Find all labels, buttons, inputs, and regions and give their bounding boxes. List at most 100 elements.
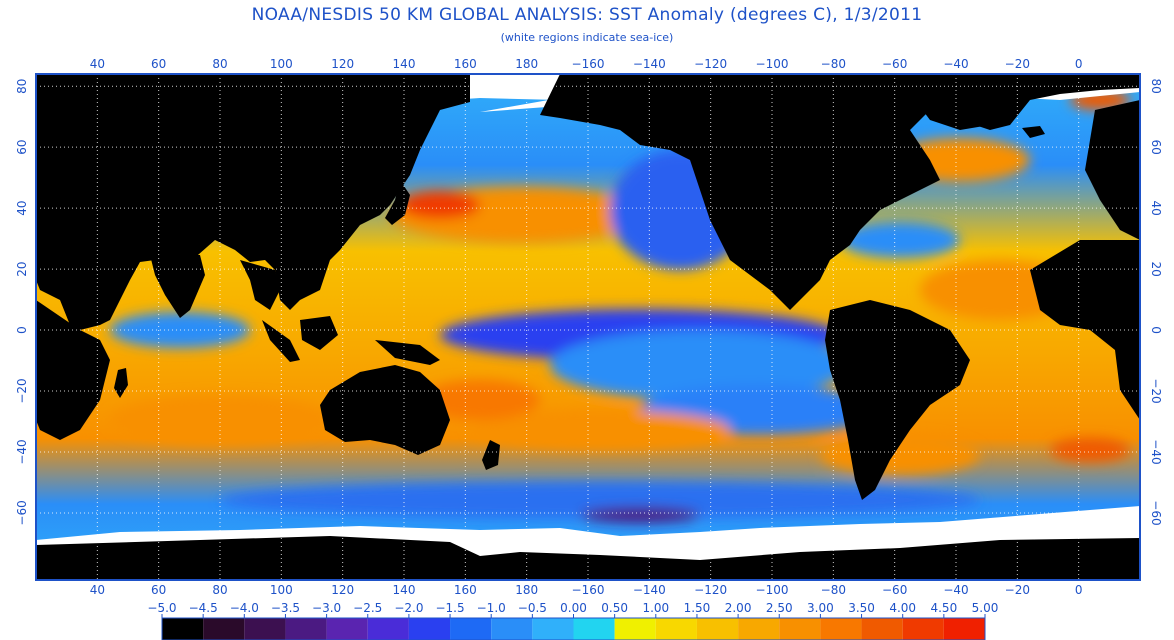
legend-color-swatch <box>820 618 862 640</box>
lon-tick-label-top: −160 <box>572 57 605 71</box>
graticule <box>36 74 1140 580</box>
new-zealand-land <box>482 440 500 470</box>
legend-label: −5.0 <box>147 601 176 615</box>
europe-land <box>1085 100 1140 240</box>
legend-color-swatch <box>203 618 245 640</box>
legend-color-swatch <box>532 618 574 640</box>
legend-color-swatch <box>655 618 697 640</box>
lon-tick-label-top: 0 <box>1075 57 1083 71</box>
lon-tick-label-top: 140 <box>393 57 416 71</box>
legend-color-swatch <box>902 618 944 640</box>
legend-label: −3.5 <box>271 601 300 615</box>
sumatra-land <box>262 320 300 362</box>
lon-tick-label-top: −20 <box>1005 57 1030 71</box>
legend-label: 2.50 <box>766 601 793 615</box>
lon-tick-label-bottom: 40 <box>90 583 105 597</box>
australia-land <box>320 365 450 455</box>
lon-tick-label-bottom: 140 <box>393 583 416 597</box>
lon-tick-label-top: 100 <box>270 57 293 71</box>
legend-label: 0.50 <box>601 601 628 615</box>
legend-color-swatch <box>244 618 286 640</box>
lat-tick-label-right: 60 <box>1149 140 1163 155</box>
lon-tick-label-bottom: 100 <box>270 583 293 597</box>
legend-label: −3.0 <box>312 601 341 615</box>
eurasia-africa-land <box>36 74 470 330</box>
lat-tick-label-right: 20 <box>1149 261 1163 276</box>
lat-tick-label-left: 80 <box>15 79 29 94</box>
legend-label: −1.5 <box>435 601 464 615</box>
lon-tick-label-bottom: −60 <box>882 583 907 597</box>
lat-tick-label-right: 40 <box>1149 200 1163 215</box>
lon-tick-label-top: 160 <box>454 57 477 71</box>
legend-color-swatch <box>738 618 780 640</box>
lon-tick-label-bottom: −80 <box>821 583 846 597</box>
lon-tick-label-top: −120 <box>694 57 727 71</box>
new-guinea-land <box>375 340 440 365</box>
legend-label: 0.00 <box>560 601 587 615</box>
legend-color-swatch <box>779 618 821 640</box>
lon-tick-label-bottom: −120 <box>694 583 727 597</box>
lon-tick-label-bottom: −140 <box>633 583 666 597</box>
south-america-land <box>825 300 970 500</box>
lon-tick-label-top: −40 <box>943 57 968 71</box>
legend-color-swatch <box>491 618 533 640</box>
legend-label: 1.50 <box>684 601 711 615</box>
madagascar-land <box>114 368 128 398</box>
lat-tick-label-left: 20 <box>15 261 29 276</box>
indochina-land <box>240 260 280 310</box>
legend-color-swatch <box>696 618 739 640</box>
lat-tick-label-left: −20 <box>15 378 29 403</box>
iceland-land <box>1022 126 1045 138</box>
legend-label: −0.5 <box>518 601 547 615</box>
map-title: NOAA/NESDIS 50 KM GLOBAL ANALYSIS: SST A… <box>251 5 923 25</box>
west-africa-land <box>1030 240 1140 420</box>
legend-label: −4.0 <box>230 601 259 615</box>
lon-tick-label-bottom: 120 <box>331 583 354 597</box>
legend-label: −4.5 <box>189 601 218 615</box>
sst-anomaly-map: 40 40 60 60 80 80 100 100 120 120 140 140 160 160 180 1… <box>15 57 1163 597</box>
legend-color-swatch <box>573 618 615 640</box>
lon-tick-label-bottom: −20 <box>1005 583 1030 597</box>
lon-tick-label-top: −100 <box>756 57 789 71</box>
legend-color-swatch <box>861 618 903 640</box>
legend-label: 1.00 <box>642 601 669 615</box>
legend-color-swatch <box>614 618 656 640</box>
legend-color-swatch <box>450 618 492 640</box>
lon-tick-label-top: 180 <box>515 57 538 71</box>
lat-tick-label-right: −20 <box>1149 378 1163 403</box>
lon-tick-label-bottom: −100 <box>756 583 789 597</box>
legend-label: 3.50 <box>848 601 875 615</box>
borneo-land <box>300 316 338 350</box>
lon-tick-label-bottom: 80 <box>212 583 227 597</box>
lat-tick-label-left: 60 <box>15 140 29 155</box>
legend-label: 4.00 <box>889 601 916 615</box>
lon-tick-label-bottom: 60 <box>151 583 166 597</box>
lat-tick-label-right: 0 <box>1149 326 1163 334</box>
lon-tick-label-bottom: 180 <box>515 583 538 597</box>
legend-label: 4.50 <box>930 601 957 615</box>
lon-tick-label-bottom: −40 <box>943 583 968 597</box>
india-land <box>150 255 205 318</box>
lat-tick-label-right: 80 <box>1149 79 1163 94</box>
legend-label: −1.0 <box>477 601 506 615</box>
legend-label: 2.00 <box>725 601 752 615</box>
lat-tick-label-left: −40 <box>15 439 29 464</box>
greenland-land <box>900 80 1020 130</box>
map-frame <box>35 73 1141 581</box>
lon-tick-label-top: 80 <box>212 57 227 71</box>
legend-label: 5.00 <box>972 601 999 615</box>
legend-color-swatch <box>943 618 985 640</box>
lon-tick-label-top: −80 <box>821 57 846 71</box>
africa-south-land <box>36 300 110 440</box>
lon-tick-label-bottom: 0 <box>1075 583 1083 597</box>
legend-color-swatch <box>326 618 368 640</box>
lon-tick-label-top: 120 <box>331 57 354 71</box>
lon-tick-label-top: −140 <box>633 57 666 71</box>
lat-tick-label-right: −60 <box>1149 500 1163 525</box>
lon-tick-label-bottom: −160 <box>572 583 605 597</box>
legend-label: −2.5 <box>353 601 382 615</box>
legend-label: −2.0 <box>394 601 423 615</box>
legend-color-swatch <box>285 618 327 640</box>
north-america-land <box>540 74 1140 310</box>
legend-label: 3.00 <box>807 601 834 615</box>
